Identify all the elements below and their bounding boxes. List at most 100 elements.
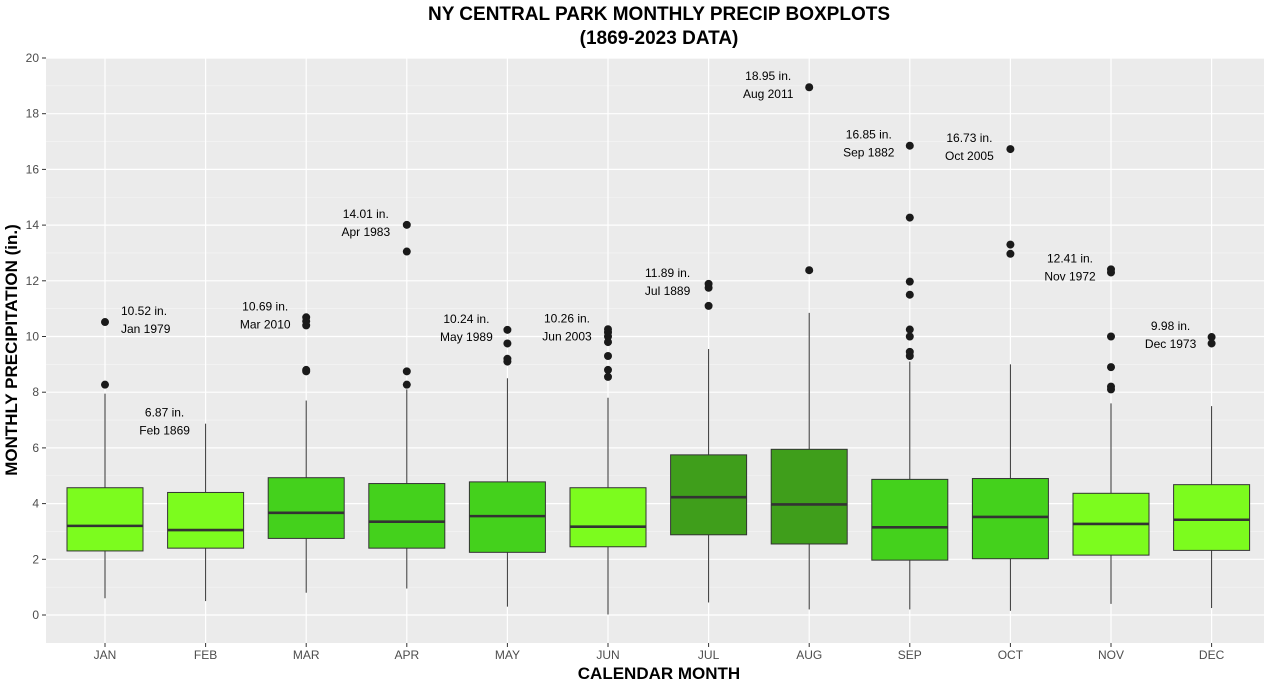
annotation-value-nov: 12.41 in. (1047, 251, 1093, 265)
outlier-annotations: 10.52 in. Jan 1979 6.87 in. Feb 1869 10.69 i… (121, 69, 1197, 437)
outlier-point-oct (1006, 240, 1015, 249)
box-jun (569, 487, 647, 548)
annotation-date-jun: Jun 2003 (542, 329, 592, 343)
outlier-point-sep (905, 325, 914, 334)
annotation-date-sep: Sep 1882 (843, 146, 895, 160)
y-tick-label: 10 (26, 330, 40, 344)
annotation-date-mar: Mar 2010 (240, 317, 291, 331)
annotation-date-dec: Dec 1973 (1145, 337, 1197, 351)
y-tick-label: 18 (26, 107, 40, 121)
annotation-date-may: May 1989 (440, 330, 493, 344)
annotation-value-may: 10.24 in. (443, 312, 489, 326)
y-tick-label: 20 (26, 51, 40, 65)
annotation-date-jul: Jul 1889 (645, 284, 691, 298)
annotation-value-mar: 10.69 in. (242, 299, 288, 313)
annotation-date-apr: Apr 1983 (341, 225, 390, 239)
annotation-value-apr: 14.01 in. (343, 207, 389, 221)
y-tick-label: 14 (26, 218, 40, 232)
outlier-point-sep (905, 213, 914, 222)
outlier-point-nov (1107, 363, 1115, 372)
annotation-date-oct: Oct 2005 (945, 149, 994, 163)
outlier-point-oct (1006, 249, 1015, 258)
x-tick-label-feb: FEB (194, 648, 217, 662)
chart-subtitle: (1869-2023 DATA) (580, 28, 739, 49)
y-tick-label: 12 (26, 274, 40, 288)
box-mar (267, 477, 345, 539)
x-tick-label-may: MAY (495, 648, 520, 662)
box-sep (871, 478, 949, 561)
box-jul (670, 454, 748, 536)
outlier-point-apr (402, 367, 411, 376)
annotation-value-jun: 10.26 in. (544, 311, 590, 325)
outlier-point-nov (1107, 382, 1115, 391)
outlier-point-oct (1006, 145, 1015, 154)
x-tick-label-jul: JUL (698, 648, 720, 662)
outlier-point-may (503, 339, 512, 348)
outlier-point-nov (1107, 332, 1115, 341)
y-axis-ticks: 0 2 4 6 8 10 12 14 16 18 20 (26, 51, 46, 622)
outlier-point-sep (905, 277, 914, 286)
outlier-point-mar (302, 313, 311, 322)
outlier-point-nov (1107, 265, 1115, 274)
box-jan (66, 487, 144, 552)
outlier-point-sep (905, 347, 914, 356)
outlier-point-jan (101, 380, 109, 389)
annotation-value-sep: 16.85 in. (846, 128, 892, 142)
x-tick-label-apr: APR (394, 648, 419, 662)
chart-title: NY CENTRAL PARK MONTHLY PRECIP BOXPLOTS (428, 4, 890, 25)
annotation-value-jul: 11.89 in. (645, 266, 690, 280)
annotation-value-oct: 16.73 in. (946, 131, 992, 145)
box-series (66, 83, 1251, 615)
outlier-point-mar (302, 365, 311, 374)
outlier-point-apr (402, 380, 411, 389)
box-oct (971, 478, 1049, 560)
x-tick-label-dec: DEC (1199, 648, 1225, 662)
outlier-point-jun (604, 338, 612, 347)
annotation-date-feb: Feb 1869 (139, 424, 190, 438)
box-apr (368, 483, 446, 549)
outlier-point-dec (1207, 339, 1216, 348)
outlier-point-jul (704, 301, 713, 310)
plot-panel (46, 58, 1264, 643)
y-tick-label: 2 (32, 552, 39, 566)
x-tick-label-nov: NOV (1098, 648, 1124, 662)
x-tick-label-sep: SEP (898, 648, 922, 662)
outlier-point-dec (1207, 333, 1216, 342)
outlier-point-jun (604, 365, 612, 374)
outlier-point-jun (604, 372, 612, 381)
box-aug (770, 448, 848, 545)
outlier-point-aug (805, 266, 814, 275)
x-tick-label-oct: OCT (998, 648, 1024, 662)
annotation-date-aug: Aug 2011 (743, 87, 794, 101)
x-tick-label-jan: JAN (94, 648, 117, 662)
outlier-point-may (503, 354, 512, 363)
box-feb (167, 491, 245, 549)
annotation-value-dec: 9.98 in. (1151, 319, 1190, 333)
outlier-point-jan (101, 318, 109, 327)
outlier-point-jul (704, 279, 713, 288)
y-tick-label: 8 (32, 385, 39, 399)
y-tick-label: 6 (32, 441, 39, 455)
outlier-point-apr (402, 247, 411, 256)
y-axis-title: MONTHLY PRECIPITATION (in.) (2, 224, 21, 476)
outlier-point-jun (604, 325, 612, 334)
outlier-point-may (503, 325, 512, 334)
x-tick-label-jun: JUN (596, 648, 619, 662)
grid-lines (46, 57, 1264, 643)
y-tick-label: 16 (26, 162, 40, 176)
x-tick-label-mar: MAR (293, 648, 320, 662)
box-dec (1173, 484, 1251, 551)
annotation-date-jan: Jan 1979 (121, 322, 171, 336)
annotation-date-nov: Nov 1972 (1044, 269, 1096, 283)
outlier-point-apr (402, 220, 411, 229)
outlier-point-sep (905, 141, 914, 150)
outlier-point-sep (905, 290, 914, 299)
y-tick-label: 4 (32, 497, 39, 511)
outlier-point-sep (905, 332, 914, 341)
annotation-value-aug: 18.95 in. (745, 69, 791, 83)
annotation-value-feb: 6.87 in. (145, 406, 184, 420)
y-tick-label: 0 (32, 608, 39, 622)
x-tick-label-aug: AUG (796, 648, 822, 662)
annotation-value-jan: 10.52 in. (121, 304, 167, 318)
